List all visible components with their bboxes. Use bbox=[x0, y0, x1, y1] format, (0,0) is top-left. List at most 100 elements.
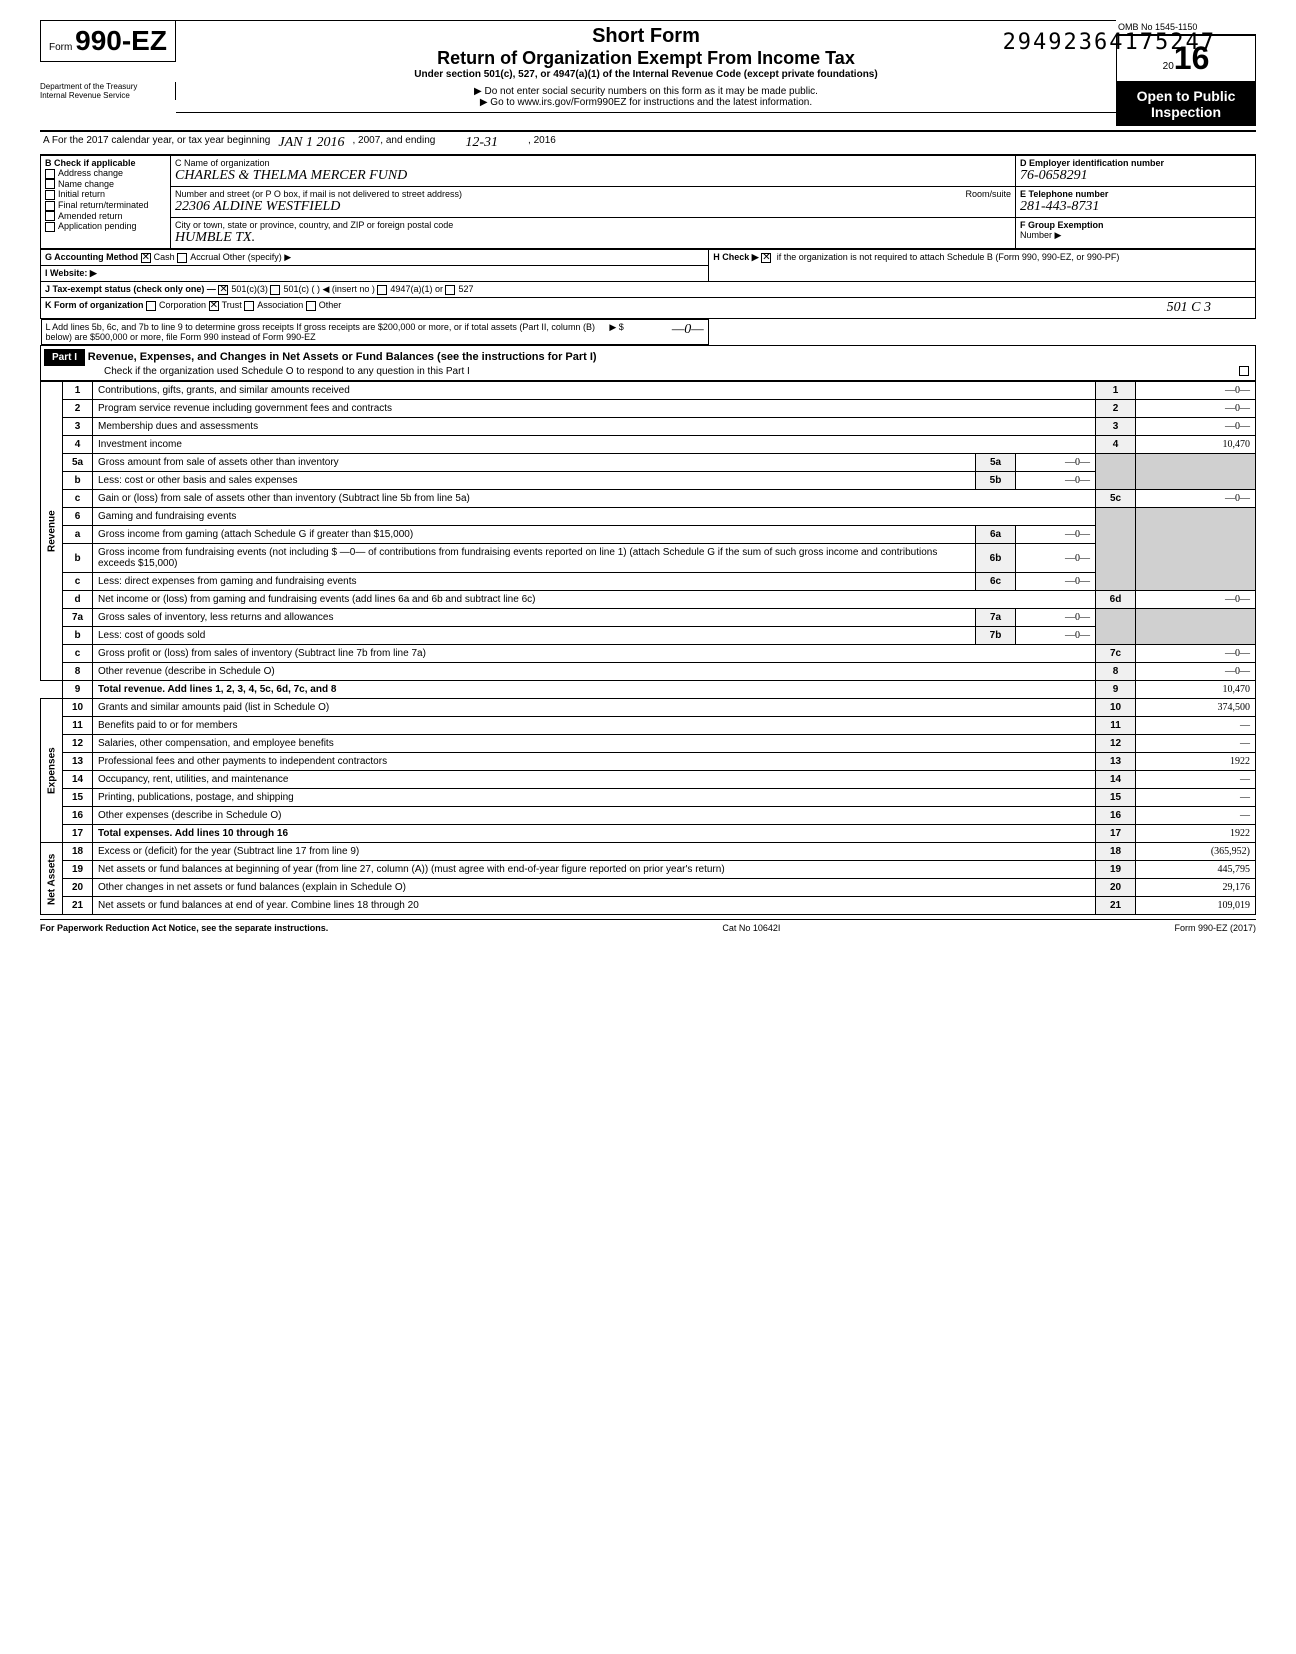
shaded-5 bbox=[1096, 454, 1136, 490]
l-arrow: ▶ $ bbox=[609, 322, 623, 342]
org-name: CHARLES & THELMA MERCER FUND bbox=[175, 168, 1011, 184]
warn-2: ▶ Go to www.irs.gov/Form990EZ for instru… bbox=[180, 97, 1112, 108]
b-check-label: Application pending bbox=[58, 221, 137, 231]
line-16-box: 16 bbox=[1096, 807, 1136, 825]
line-3-val: —0— bbox=[1136, 418, 1256, 436]
line-18-val: (365,952) bbox=[1136, 843, 1256, 861]
line-2-val: —0— bbox=[1136, 400, 1256, 418]
line-13-val: 1922 bbox=[1136, 753, 1256, 771]
line-5c-val: —0— bbox=[1136, 490, 1256, 508]
line-9-desc: Total revenue. Add lines 1, 2, 3, 4, 5c,… bbox=[93, 681, 1096, 699]
j-4947-checkbox[interactable] bbox=[377, 285, 387, 295]
j-501c3-checkbox[interactable] bbox=[218, 285, 228, 295]
netassets-sidebar: Net Assets bbox=[41, 843, 63, 915]
dept-line-1: Department of the Treasury bbox=[40, 82, 169, 91]
return-title: Return of Organization Exempt From Incom… bbox=[180, 48, 1112, 69]
line-3-desc: Membership dues and assessments bbox=[93, 418, 1096, 436]
b-check-label: Amended return bbox=[58, 211, 123, 221]
accrual-checkbox[interactable] bbox=[177, 253, 187, 263]
j-527-checkbox[interactable] bbox=[445, 285, 455, 295]
line-7b-desc: Less: cost of goods sold bbox=[93, 627, 976, 645]
line-7a-desc: Gross sales of inventory, less returns a… bbox=[93, 609, 976, 627]
addr-label: Number and street (or P O box, if mail i… bbox=[175, 189, 462, 199]
line-10-box: 10 bbox=[1096, 699, 1136, 717]
j-insert: ) ◀ (insert no ) bbox=[317, 284, 375, 294]
line-10-val: 374,500 bbox=[1136, 699, 1256, 717]
dept-line-2: Internal Revenue Service bbox=[40, 91, 169, 100]
h-text: if the organization is not required to a… bbox=[777, 252, 1120, 262]
line-12-desc: Salaries, other compensation, and employ… bbox=[93, 735, 1096, 753]
k-corp: Corporation bbox=[159, 300, 206, 310]
part1-label: Part I bbox=[44, 349, 85, 366]
k-trust-checkbox[interactable] bbox=[209, 301, 219, 311]
k-trust: Trust bbox=[222, 300, 242, 310]
line-7c-desc: Gross profit or (loss) from sales of inv… bbox=[93, 645, 1096, 663]
line-16-val: — bbox=[1136, 807, 1256, 825]
line-8-val: —0— bbox=[1136, 663, 1256, 681]
phone: 281-443-8731 bbox=[1020, 199, 1251, 215]
year-prefix: 20 bbox=[1163, 61, 1174, 72]
line-19-val: 445,795 bbox=[1136, 861, 1256, 879]
form-number: 990-EZ bbox=[75, 25, 167, 56]
line-6d-box: 6d bbox=[1096, 591, 1136, 609]
open-public-2: Inspection bbox=[1126, 104, 1246, 120]
line-15-desc: Printing, publications, postage, and shi… bbox=[93, 789, 1096, 807]
part1-header-row: Part I Revenue, Expenses, and Changes in… bbox=[40, 345, 1256, 381]
line-4-box: 4 bbox=[1096, 436, 1136, 454]
line-5a-box: 5a bbox=[976, 454, 1016, 472]
short-form-title: Short Form bbox=[180, 25, 1112, 48]
h-checkbox[interactable] bbox=[761, 253, 771, 263]
b-check-label: Initial return bbox=[58, 189, 105, 199]
line-6a-val: —0— bbox=[1016, 526, 1096, 544]
line-13-desc: Professional fees and other payments to … bbox=[93, 753, 1096, 771]
open-public-1: Open to Public bbox=[1126, 88, 1246, 104]
b-checkbox[interactable] bbox=[45, 169, 55, 179]
doc-id-stamp: 29492364175247 bbox=[1003, 30, 1216, 55]
line-14-box: 14 bbox=[1096, 771, 1136, 789]
footer-mid: Cat No 10642I bbox=[722, 923, 780, 933]
cash-checkbox[interactable] bbox=[141, 253, 151, 263]
line-21-desc: Net assets or fund balances at end of ye… bbox=[93, 897, 1096, 915]
line-5b-box: 5b bbox=[976, 472, 1016, 490]
line-6c-val: —0— bbox=[1016, 573, 1096, 591]
line-17-box: 17 bbox=[1096, 825, 1136, 843]
line-7a-box: 7a bbox=[976, 609, 1016, 627]
b-check-row: Address change bbox=[45, 168, 166, 179]
line-6d-desc: Net income or (loss) from gaming and fun… bbox=[93, 591, 1096, 609]
revenue-sidebar: Revenue bbox=[41, 382, 63, 681]
line-a-text: A For the 2017 calendar year, or tax yea… bbox=[43, 135, 270, 151]
line-6a-box: 6a bbox=[976, 526, 1016, 544]
k-corp-checkbox[interactable] bbox=[146, 301, 156, 311]
b-checkbox[interactable] bbox=[45, 179, 55, 189]
line-12-val: — bbox=[1136, 735, 1256, 753]
i-label: I Website: ▶ bbox=[45, 268, 97, 278]
line-5b-val: —0— bbox=[1016, 472, 1096, 490]
line-17-val: 1922 bbox=[1136, 825, 1256, 843]
b-checkbox[interactable] bbox=[45, 222, 55, 232]
j-4947: 4947(a)(1) or bbox=[390, 284, 443, 294]
line-6a-desc: Gross income from gaming (attach Schedul… bbox=[93, 526, 976, 544]
line-20-desc: Other changes in net assets or fund bala… bbox=[93, 879, 1096, 897]
line-6d-val: —0— bbox=[1136, 591, 1256, 609]
page-footer: For Paperwork Reduction Act Notice, see … bbox=[40, 919, 1256, 933]
footer-right: Form 990-EZ (2017) bbox=[1174, 923, 1256, 933]
part1-checkbox[interactable] bbox=[1239, 366, 1249, 376]
footer-left: For Paperwork Reduction Act Notice, see … bbox=[40, 923, 328, 933]
k-label: K Form of organization bbox=[45, 300, 144, 310]
j-501c-checkbox[interactable] bbox=[270, 285, 280, 295]
b-checkbox[interactable] bbox=[45, 211, 55, 221]
k-assoc-checkbox[interactable] bbox=[244, 301, 254, 311]
k-other-checkbox[interactable] bbox=[306, 301, 316, 311]
line-2-desc: Program service revenue including govern… bbox=[93, 400, 1096, 418]
part1-title: Revenue, Expenses, and Changes in Net As… bbox=[88, 351, 597, 363]
line-3-box: 3 bbox=[1096, 418, 1136, 436]
line-7c-val: —0— bbox=[1136, 645, 1256, 663]
line-4-val: 10,470 bbox=[1136, 436, 1256, 454]
b-checkbox[interactable] bbox=[45, 201, 55, 211]
b-checkbox[interactable] bbox=[45, 190, 55, 200]
line-a-mid: , 2007, and ending bbox=[352, 135, 435, 151]
b-check-label: Address change bbox=[58, 168, 123, 178]
ein: 76-0658291 bbox=[1020, 168, 1251, 184]
c-label: C Name of organization bbox=[175, 158, 1011, 168]
l-text: L Add lines 5b, 6c, and 7b to line 9 to … bbox=[46, 322, 610, 342]
